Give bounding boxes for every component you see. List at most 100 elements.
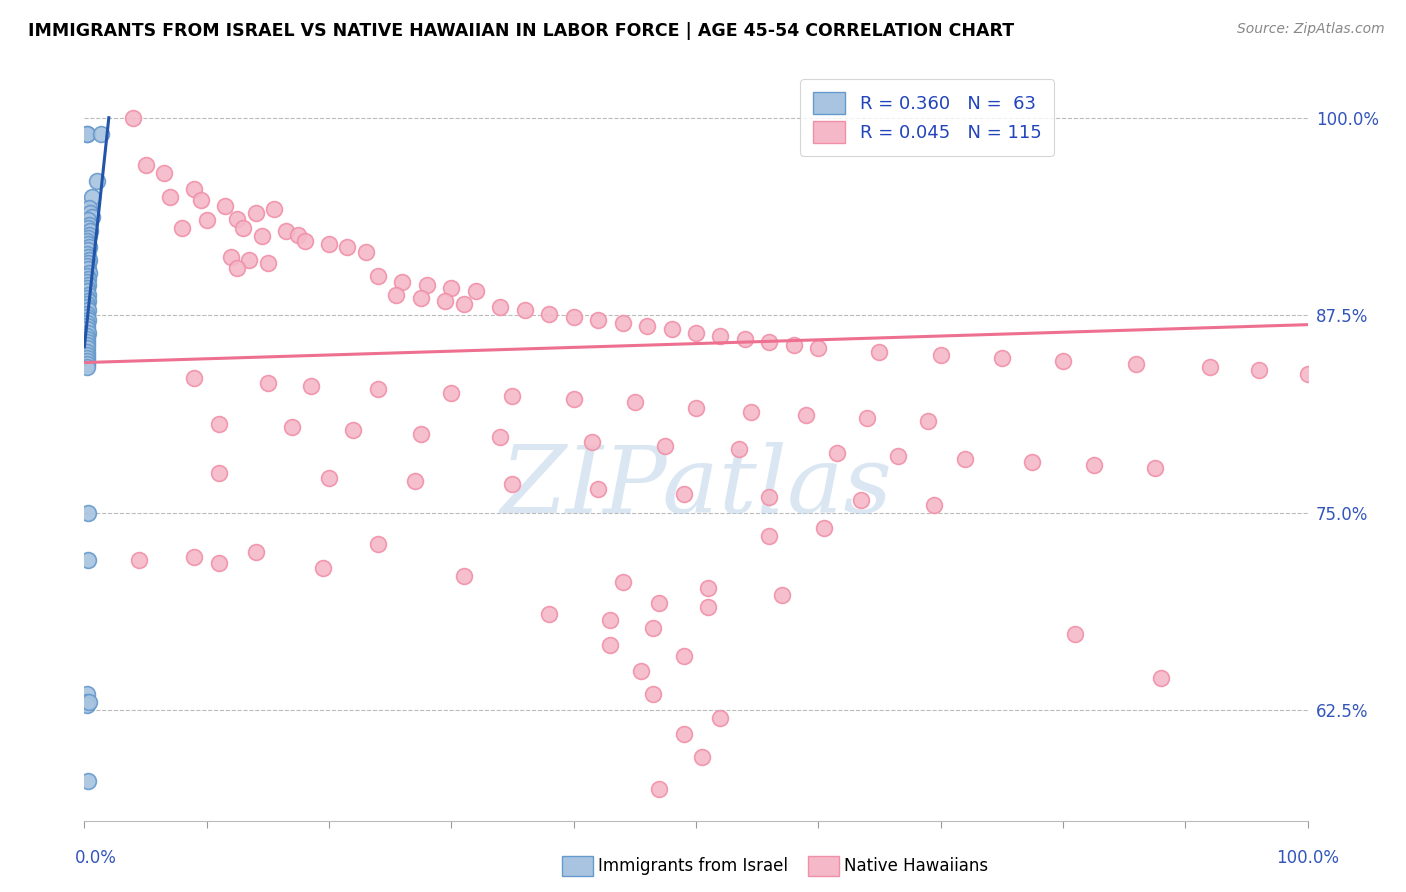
- Point: [1198, 360, 1220, 375]
- Point: [76, 259, 98, 273]
- Point: [76, 268, 98, 283]
- Point: [690, 750, 713, 764]
- Point: [391, 275, 413, 289]
- Point: [354, 244, 377, 259]
- Point: [685, 401, 707, 416]
- Point: [648, 782, 671, 797]
- Point: [76, 348, 98, 362]
- Point: [86, 174, 108, 188]
- Text: Native Hawaiians: Native Hawaiians: [844, 857, 988, 875]
- Point: [1247, 363, 1270, 377]
- Point: [440, 385, 463, 400]
- Point: [183, 182, 205, 196]
- Point: [299, 379, 322, 393]
- Point: [929, 348, 952, 362]
- Point: [502, 477, 524, 491]
- Point: [250, 229, 273, 244]
- Point: [79, 205, 101, 219]
- Point: [122, 111, 145, 125]
- Point: [77, 293, 100, 308]
- Point: [76, 316, 98, 330]
- Point: [385, 287, 408, 301]
- Point: [245, 545, 267, 559]
- Point: [727, 442, 749, 457]
- Point: [76, 328, 98, 343]
- Point: [77, 266, 100, 280]
- Point: [76, 127, 98, 141]
- Point: [79, 224, 101, 238]
- Point: [794, 408, 817, 422]
- Point: [849, 493, 872, 508]
- Point: [599, 613, 621, 627]
- Point: [128, 553, 150, 567]
- Text: ZIPatlas: ZIPatlas: [501, 442, 891, 532]
- Point: [648, 596, 671, 610]
- Text: Immigrants from Israel: Immigrants from Israel: [598, 857, 787, 875]
- Point: [991, 351, 1014, 365]
- Point: [953, 451, 976, 466]
- Point: [77, 506, 100, 520]
- Point: [77, 252, 100, 267]
- Point: [77, 213, 100, 227]
- Point: [77, 218, 100, 232]
- Point: [404, 474, 426, 488]
- Point: [758, 490, 780, 504]
- Point: [77, 201, 100, 215]
- Point: [77, 553, 100, 567]
- Point: [214, 199, 236, 213]
- Point: [77, 695, 100, 709]
- Point: [90, 127, 112, 141]
- Point: [80, 190, 103, 204]
- Point: [76, 297, 98, 311]
- Point: [586, 482, 609, 496]
- Point: [643, 621, 665, 635]
- Point: [183, 371, 205, 385]
- Point: [336, 240, 359, 254]
- Legend: R = 0.360   N =  63, R = 0.045   N = 115: R = 0.360 N = 63, R = 0.045 N = 115: [800, 79, 1054, 155]
- Point: [562, 392, 585, 406]
- Text: Source: ZipAtlas.com: Source: ZipAtlas.com: [1237, 22, 1385, 37]
- Point: [1064, 627, 1087, 641]
- Point: [80, 211, 103, 225]
- Point: [887, 449, 910, 463]
- Point: [685, 326, 707, 340]
- Point: [807, 342, 830, 356]
- Point: [434, 293, 457, 308]
- Point: [208, 556, 231, 570]
- Point: [76, 300, 98, 314]
- Point: [709, 328, 731, 343]
- Point: [917, 414, 939, 428]
- Point: [153, 166, 176, 180]
- Point: [77, 262, 100, 277]
- Point: [734, 332, 756, 346]
- Point: [513, 303, 536, 318]
- Point: [76, 338, 98, 352]
- Point: [76, 234, 98, 248]
- Point: [654, 439, 676, 453]
- Point: [612, 575, 634, 590]
- Point: [257, 376, 280, 390]
- Point: [825, 445, 848, 459]
- Point: [770, 588, 793, 602]
- Point: [76, 246, 98, 260]
- Point: [1083, 458, 1105, 473]
- Point: [77, 774, 100, 789]
- Point: [159, 190, 181, 204]
- Point: [76, 698, 98, 713]
- Point: [77, 287, 100, 301]
- Point: [172, 221, 194, 235]
- Point: [758, 529, 780, 543]
- Point: [1296, 367, 1319, 381]
- Point: [76, 342, 98, 356]
- Point: [783, 338, 806, 352]
- Point: [758, 334, 780, 349]
- Point: [562, 310, 585, 324]
- Point: [238, 252, 260, 267]
- Point: [276, 224, 298, 238]
- Point: [538, 607, 561, 621]
- Point: [318, 237, 340, 252]
- Point: [453, 569, 475, 583]
- Point: [219, 250, 242, 264]
- Point: [77, 313, 100, 327]
- Point: [77, 240, 100, 254]
